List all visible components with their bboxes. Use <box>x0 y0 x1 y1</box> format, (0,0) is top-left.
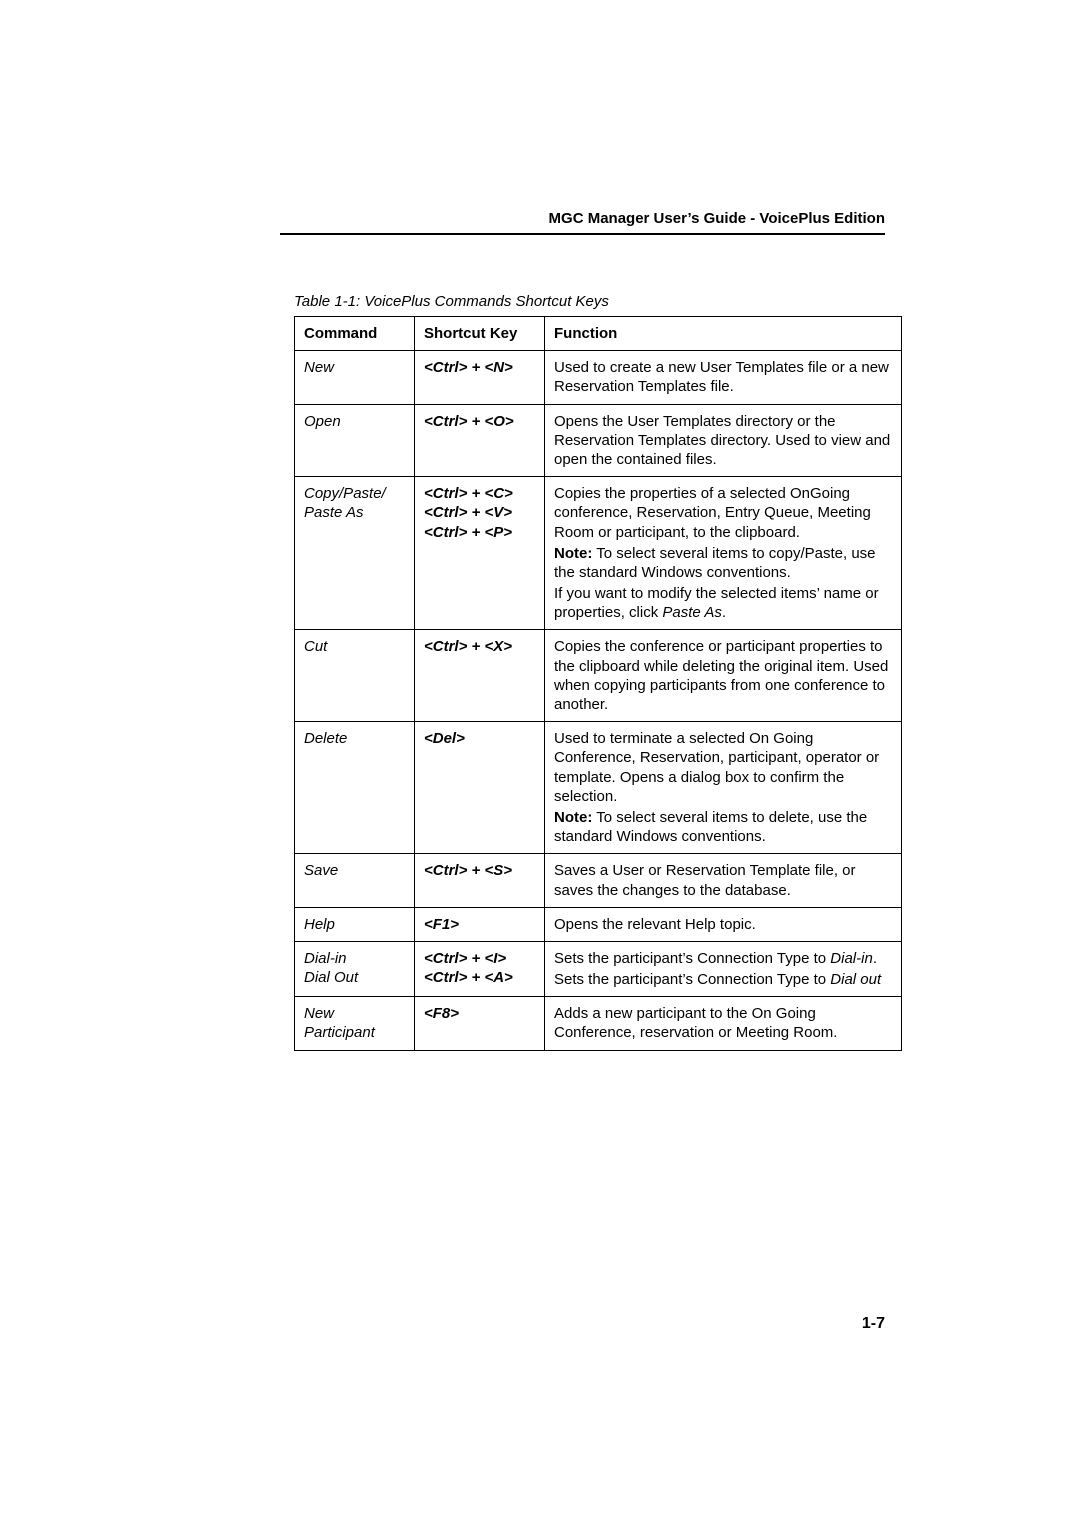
cell-command: Open <box>295 404 415 477</box>
header-rule <box>280 233 885 235</box>
cell-function: Opens the relevant Help topic. <box>545 907 902 941</box>
table-row: Open<Ctrl> + <O>Opens the User Templates… <box>295 404 902 477</box>
table-row: Dial-in Dial Out<Ctrl> + <I> <Ctrl> + <A… <box>295 941 902 996</box>
cell-shortcut: <Ctrl> + <I> <Ctrl> + <A> <box>415 941 545 996</box>
table-row: Cut<Ctrl> + <X>Copies the conference or … <box>295 630 902 722</box>
table-row: New<Ctrl> + <N>Used to create a new User… <box>295 351 902 404</box>
cell-command: New <box>295 351 415 404</box>
table-row: Save<Ctrl> + <S>Saves a User or Reservat… <box>295 854 902 907</box>
table-caption: Table 1-1: VoicePlus Commands Shortcut K… <box>294 293 885 310</box>
table-row: New Participant<F8>Adds a new participan… <box>295 997 902 1050</box>
cell-function: Saves a User or Reservation Template fil… <box>545 854 902 907</box>
page-number: 1-7 <box>862 1315 885 1333</box>
table-row: Delete<Del>Used to terminate a selected … <box>295 722 902 854</box>
cell-command: Delete <box>295 722 415 854</box>
cell-function: Sets the participant’s Connection Type t… <box>545 941 902 996</box>
cell-shortcut: <Ctrl> + <S> <box>415 854 545 907</box>
cell-command: Help <box>295 907 415 941</box>
shortcut-table: Command Shortcut Key Function New<Ctrl> … <box>294 316 902 1051</box>
table-row: Copy/Paste/ Paste As<Ctrl> + <C> <Ctrl> … <box>295 477 902 630</box>
cell-function: Used to terminate a selected On Going Co… <box>545 722 902 854</box>
cell-shortcut: <F8> <box>415 997 545 1050</box>
cell-function: Copies the conference or participant pro… <box>545 630 902 722</box>
table-body: New<Ctrl> + <N>Used to create a new User… <box>295 351 902 1050</box>
cell-command: Copy/Paste/ Paste As <box>295 477 415 630</box>
cell-shortcut: <Ctrl> + <X> <box>415 630 545 722</box>
table-row: Help<F1>Opens the relevant Help topic. <box>295 907 902 941</box>
cell-function: Opens the User Templates directory or th… <box>545 404 902 477</box>
cell-command: Dial-in Dial Out <box>295 941 415 996</box>
table-header-row: Command Shortcut Key Function <box>295 317 902 351</box>
cell-shortcut: <F1> <box>415 907 545 941</box>
col-command: Command <box>295 317 415 351</box>
cell-shortcut: <Ctrl> + <N> <box>415 351 545 404</box>
col-shortcut: Shortcut Key <box>415 317 545 351</box>
cell-function: Copies the properties of a selected OnGo… <box>545 477 902 630</box>
cell-command: Cut <box>295 630 415 722</box>
cell-command: New Participant <box>295 997 415 1050</box>
cell-shortcut: <Ctrl> + <C> <Ctrl> + <V> <Ctrl> + <P> <box>415 477 545 630</box>
cell-function: Used to create a new User Templates file… <box>545 351 902 404</box>
cell-command: Save <box>295 854 415 907</box>
cell-shortcut: <Ctrl> + <O> <box>415 404 545 477</box>
running-header: MGC Manager User’s Guide - VoicePlus Edi… <box>280 210 885 233</box>
col-function: Function <box>545 317 902 351</box>
cell-shortcut: <Del> <box>415 722 545 854</box>
cell-function: Adds a new participant to the On Going C… <box>545 997 902 1050</box>
page: MGC Manager User’s Guide - VoicePlus Edi… <box>0 0 1080 1528</box>
